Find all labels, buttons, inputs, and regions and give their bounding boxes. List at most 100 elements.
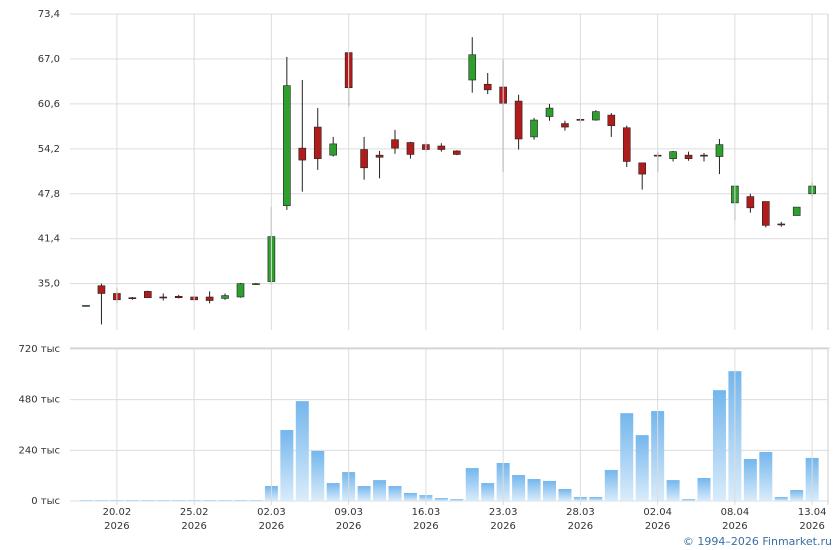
candle-body xyxy=(561,123,569,128)
candle-body xyxy=(283,85,291,207)
x-tick-year: 2026 xyxy=(336,521,361,532)
candle-body xyxy=(777,223,786,226)
candle-body xyxy=(669,151,677,159)
volume-bar xyxy=(388,486,402,501)
x-tick-label: 13.04 xyxy=(798,507,827,518)
candle-body xyxy=(313,126,322,159)
x-tick-label: 02.03 xyxy=(257,507,286,518)
volume-bar xyxy=(141,500,155,502)
x-tick-year: 2026 xyxy=(259,521,284,532)
volume-bar xyxy=(481,483,495,501)
volume-bar xyxy=(666,480,680,501)
candle-body xyxy=(82,305,90,307)
candle-body xyxy=(205,296,214,301)
candle-body xyxy=(391,139,399,149)
volume-bar xyxy=(326,483,340,501)
volume-bar xyxy=(712,390,726,501)
y-tick-label: 67,0 xyxy=(38,54,60,65)
volume-bar xyxy=(774,496,788,501)
y-tick-label: 480 тыс xyxy=(19,395,60,406)
candle-body xyxy=(622,127,631,162)
x-tick-year: 2026 xyxy=(722,521,747,532)
candle-body xyxy=(97,285,106,294)
x-tick-label: 02.04 xyxy=(643,507,672,518)
y-tick-label: 41,4 xyxy=(38,234,60,245)
x-tick-year: 2026 xyxy=(568,521,593,532)
candle-body xyxy=(375,154,384,158)
y-tick-label: 73,4 xyxy=(38,9,60,20)
candle-body xyxy=(252,283,260,285)
volume-bar xyxy=(156,500,170,502)
candle-body xyxy=(437,145,446,150)
x-tick-label: 08.04 xyxy=(721,507,750,518)
candle-body xyxy=(360,149,368,169)
volume-bar xyxy=(234,500,247,502)
x-tick-label: 09.03 xyxy=(334,507,363,518)
volume-bar xyxy=(697,477,711,501)
volume-bar xyxy=(543,480,556,501)
x-tick-year: 2026 xyxy=(490,521,515,532)
volume-bar xyxy=(373,480,387,501)
candle-body xyxy=(174,295,183,298)
candle-body xyxy=(592,111,600,121)
candle-body xyxy=(792,206,801,216)
volume-bar xyxy=(79,500,93,502)
volume-bar xyxy=(280,430,294,501)
candle-body xyxy=(715,144,724,157)
x-tick-label: 23.03 xyxy=(489,507,518,518)
y-tick-label: 35,0 xyxy=(38,279,60,290)
volume-bar xyxy=(558,488,572,501)
candle-body xyxy=(468,54,477,81)
volume-bar xyxy=(790,490,804,501)
volume-bar xyxy=(620,413,634,501)
candle-body xyxy=(144,291,152,298)
x-tick-year: 2026 xyxy=(413,521,438,532)
volume-bar xyxy=(357,486,371,501)
volume-bar xyxy=(682,499,696,501)
candle-body xyxy=(700,154,708,157)
volume-bar xyxy=(743,458,757,501)
volume-bar xyxy=(527,479,541,501)
x-tick-label: 28.03 xyxy=(566,507,595,518)
candle-body xyxy=(406,142,415,155)
volume-bar xyxy=(311,450,325,501)
candle-body xyxy=(221,295,229,299)
x-tick-year: 2026 xyxy=(104,521,129,532)
candle-body xyxy=(128,297,137,299)
candle-body xyxy=(159,296,168,299)
candle-body xyxy=(514,100,523,140)
volume-bar xyxy=(465,468,479,501)
x-tick-label: 25.02 xyxy=(180,507,209,518)
x-tick-year: 2026 xyxy=(799,521,824,532)
x-tick-year: 2026 xyxy=(645,521,670,532)
y-tick-label: 47,8 xyxy=(38,189,60,200)
volume-bar xyxy=(295,401,309,501)
candle-body xyxy=(236,283,245,298)
y-tick-label: 720 тыс xyxy=(19,344,60,355)
candle-body xyxy=(298,147,307,161)
candle-body xyxy=(607,114,616,126)
volume-bar xyxy=(94,500,108,502)
volume-bar xyxy=(589,496,603,501)
copyright-link[interactable]: © 1994–2026 Finmarket.ru xyxy=(683,535,832,548)
volume-bar xyxy=(218,500,232,502)
volume-bar xyxy=(434,498,448,501)
candle-body xyxy=(452,150,461,155)
volume-bar xyxy=(203,500,217,502)
volume-bar xyxy=(512,475,526,501)
x-tick-label: 20.02 xyxy=(103,507,132,518)
candle-body xyxy=(638,162,647,175)
x-tick-year: 2026 xyxy=(181,521,206,532)
volume-bar xyxy=(125,500,139,502)
candle-body xyxy=(545,107,554,117)
candle-body xyxy=(746,196,755,209)
x-tick-label: 16.03 xyxy=(412,507,441,518)
candle-body xyxy=(684,154,693,159)
volume-bar xyxy=(249,500,263,502)
y-tick-label: 240 тыс xyxy=(19,445,60,456)
volume-bar xyxy=(172,500,186,502)
candle-body xyxy=(530,119,538,138)
candle-body xyxy=(761,201,770,226)
volume-bar xyxy=(635,435,649,501)
